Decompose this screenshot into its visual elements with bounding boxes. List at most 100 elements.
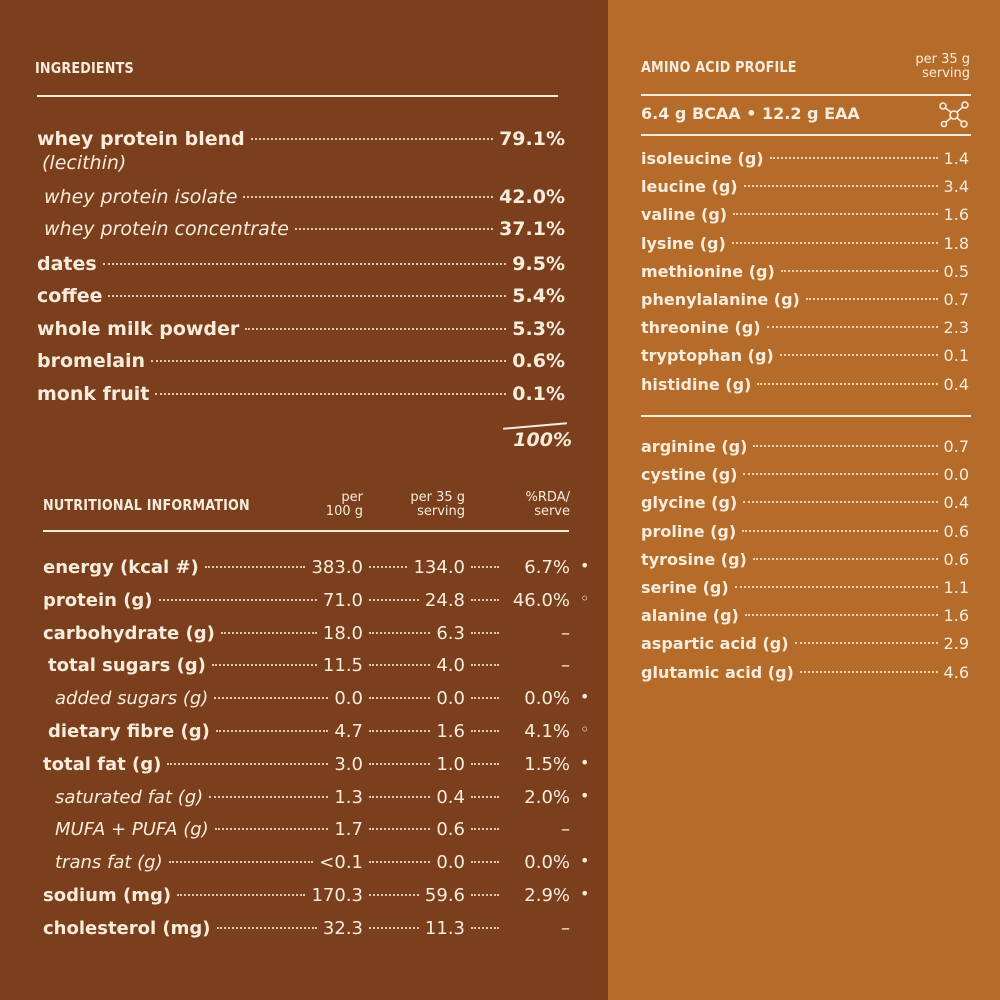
amino-value: 0.6	[943, 521, 969, 541]
cell: 6.7%	[465, 555, 570, 581]
rda-marker: ◦	[580, 720, 590, 739]
leader	[243, 196, 494, 198]
nutrition-row: protein (g) 71.0 24.8 46.0%	[43, 588, 570, 614]
per-serving: 6.3	[436, 622, 465, 644]
column-header: per 100 g	[263, 491, 363, 519]
ingredients-total: 100%	[513, 429, 572, 451]
per-serving: 1.6	[436, 721, 465, 742]
leader	[471, 894, 499, 896]
leader	[753, 445, 938, 447]
ingredient-value: 0.1%	[512, 383, 565, 405]
nutrient-name: total sugars (g)	[48, 655, 206, 677]
amino-name: valine (g)	[641, 205, 728, 225]
ingredient-row: whey protein blend 79.1%	[37, 126, 565, 152]
cell: 1.5%	[465, 752, 570, 778]
leader	[250, 138, 494, 140]
cell: 11.3	[363, 916, 465, 942]
cell: 2.0%	[465, 785, 570, 811]
per-serving: 0.6	[436, 819, 465, 841]
leader	[209, 795, 329, 798]
amino-row: valine (g) 1.6	[641, 202, 969, 228]
amino-unit: per 35 g serving	[870, 53, 970, 81]
nutrition-row: carbohydrate (g) 18.0 6.3 –	[43, 621, 570, 647]
nutrition-row: cholesterol (mg) 32.3 11.3 –	[43, 916, 570, 942]
per-serving: 4.0	[436, 655, 465, 677]
leader	[167, 762, 329, 765]
nutrient-name: energy (kcal #)	[43, 557, 199, 578]
leader	[471, 795, 499, 798]
nutrient-name: protein (g)	[43, 589, 153, 611]
rda-marker: ◦	[580, 588, 590, 608]
cell: 0.0	[363, 850, 465, 876]
amino-row: glutamic acid (g) 4.6	[641, 660, 969, 686]
per-100g: <0.1	[319, 852, 363, 874]
amino-value: 2.9	[943, 634, 969, 654]
per-serving: 0.4	[436, 786, 465, 808]
cell: –	[465, 621, 570, 647]
rule	[641, 415, 971, 417]
nutrition-row: added sugars (g) 0.0 0.0 0.0%	[55, 686, 570, 712]
amino-value: 0.4	[943, 374, 969, 394]
rda: 2.9%	[524, 885, 570, 906]
leader	[733, 213, 938, 216]
leader	[108, 295, 507, 297]
amino-name: leucine (g)	[641, 177, 738, 197]
per-serving: 59.6	[424, 885, 465, 906]
amino-name: tryptophan (g)	[641, 346, 774, 366]
ingredient-value: 5.3%	[512, 318, 565, 340]
ingredient-value: 9.5%	[512, 253, 565, 275]
column-header-line: per 35 g	[410, 490, 465, 505]
amino-unit-line: serving	[922, 66, 970, 81]
leader	[471, 861, 499, 864]
amino-row: threonine (g) 2.3	[641, 315, 969, 341]
rule	[37, 95, 558, 97]
cell: 0.4	[363, 785, 465, 811]
leader	[766, 326, 938, 329]
amino-name: tyrosine (g)	[641, 549, 747, 569]
leader	[742, 529, 938, 532]
amino-name: arginine (g)	[641, 437, 748, 456]
leader	[369, 828, 431, 831]
amino-value: 1.4	[943, 149, 969, 168]
leader	[245, 328, 507, 330]
rda: –	[561, 917, 570, 939]
rda-marker: •	[580, 851, 590, 871]
rda-marker: •	[580, 785, 590, 805]
ingredient-row: coffee 5.4%	[37, 283, 565, 309]
cell: 6.3	[363, 621, 465, 647]
amino-row: proline (g) 0.6	[641, 519, 969, 545]
ingredient-value: 42.0%	[499, 186, 565, 208]
cell: 4.1%	[465, 719, 570, 745]
cell: 1.0	[363, 752, 465, 778]
leader	[471, 730, 499, 732]
leader	[215, 730, 329, 732]
amino-name: cystine (g)	[641, 465, 738, 485]
ingredient-row: whey protein concentrate 37.1%	[44, 216, 565, 242]
leader	[214, 697, 329, 700]
amino-value: 3.4	[943, 177, 969, 197]
ingredient-row: whole milk powder 5.3%	[37, 316, 565, 342]
amino-row: cystine (g) 0.0	[641, 462, 969, 488]
nutrition-row: energy (kcal #) 383.0 134.0 6.7%	[43, 555, 570, 581]
nutrient-name: trans fat (g)	[55, 852, 163, 874]
per-100g: 170.3	[311, 885, 363, 906]
leader	[471, 598, 499, 601]
amino-row: serine (g) 1.1	[641, 575, 969, 601]
leader	[369, 664, 431, 667]
ingredient-value: 5.4%	[512, 285, 565, 307]
leader	[168, 861, 314, 864]
ingredient-name: whey protein concentrate	[44, 218, 289, 240]
nutrient-name: saturated fat (g)	[55, 786, 204, 808]
rda-marker: •	[580, 752, 590, 772]
leader	[769, 157, 938, 159]
nutrition-row: sodium (mg) 170.3 59.6 2.9%	[43, 883, 570, 909]
cell: 0.0	[363, 686, 465, 712]
leader	[369, 730, 431, 732]
leader	[158, 598, 317, 601]
amino-row: tyrosine (g) 0.6	[641, 547, 969, 573]
ingredient-value: 0.6%	[512, 350, 565, 372]
leader	[216, 926, 317, 929]
leader	[779, 354, 938, 357]
leader	[369, 566, 408, 568]
